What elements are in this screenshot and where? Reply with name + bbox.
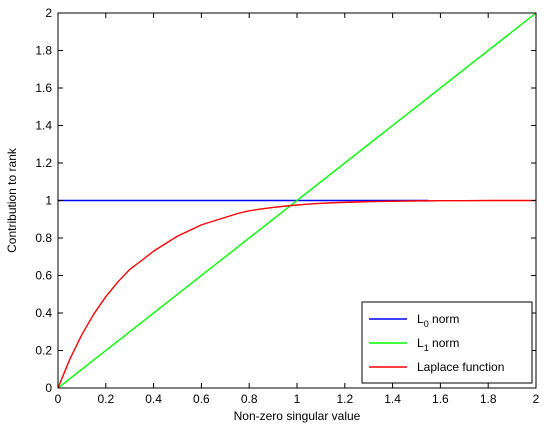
legend: L0 norm L1 norm Laplace function	[361, 301, 533, 384]
x-tick-label: 0.2	[97, 392, 114, 406]
x-tick-label: 1.6	[432, 392, 449, 406]
x-axis-label: Non-zero singular value	[234, 409, 361, 423]
y-tick-label: 1.4	[35, 119, 52, 133]
legend-label-1: L1 norm	[417, 336, 459, 353]
x-tick-label: 1.4	[384, 392, 401, 406]
y-axis-label: Contribution to rank	[5, 147, 19, 253]
y-tick-label: 0	[45, 381, 52, 395]
y-tick-label: 0.8	[35, 231, 52, 245]
y-tick-label: 1.6	[35, 81, 52, 95]
legend-label-0: L0 norm	[417, 312, 459, 329]
y-tick-label: 1	[45, 194, 52, 208]
x-tick-label: 2	[533, 392, 540, 406]
x-tick-label: 0.8	[241, 392, 258, 406]
x-tick-label: 0.4	[145, 392, 162, 406]
series-line-1	[57, 12, 537, 389]
y-tick-label: 1.2	[35, 156, 52, 170]
x-tick-label: 1	[294, 392, 301, 406]
series-line-2	[57, 199, 536, 389]
x-tick-label: 0	[55, 392, 62, 406]
ticks-layer: 0 0.2 0.4 0.6 0.8 1 1.2 1.4 1.6 1.8 2 0 0.2 0.4 0.6 0.8…	[35, 6, 539, 406]
x-tick-label: 1.2	[336, 392, 353, 406]
x-tick-label: 0.6	[193, 392, 210, 406]
y-tick-label: 2	[45, 6, 52, 20]
series-layer	[57, 12, 537, 389]
legend-items: L0 norm L1 norm Laplace function	[369, 312, 504, 374]
y-tick-label: 0.6	[35, 269, 52, 283]
x-tick-label: 1.8	[480, 392, 497, 406]
y-tick-label: 0.4	[35, 306, 52, 320]
legend-label-2: Laplace function	[417, 360, 504, 374]
y-tick-label: 1.8	[35, 44, 52, 58]
y-tick-label: 0.2	[35, 344, 52, 358]
